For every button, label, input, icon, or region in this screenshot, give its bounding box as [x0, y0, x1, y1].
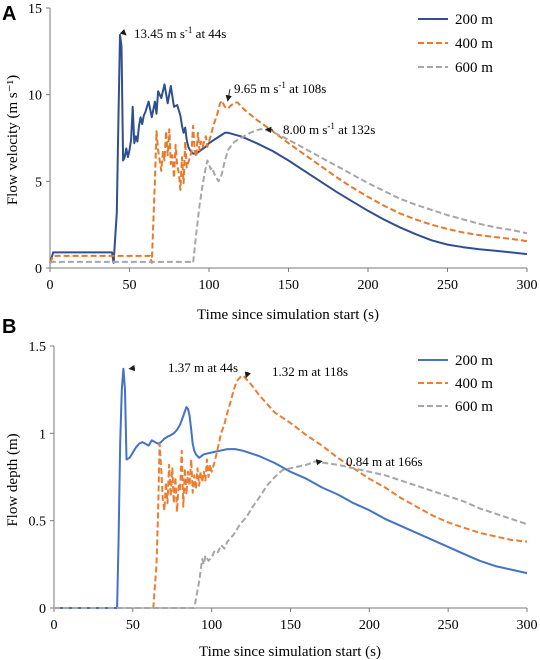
panel-b-x-tick-label: 200 [359, 618, 380, 633]
panel-b-annotation-arrow [244, 371, 251, 379]
panel-a-series-line-600m [49, 128, 528, 264]
panel-b-x-tick-label: 300 [517, 618, 538, 633]
panel-b-legend-label: 400 m [455, 376, 493, 392]
panel-b-x-tick-label: 250 [438, 618, 459, 633]
panel-a-annotation-arrow [225, 88, 232, 102]
panel-a-x-tick-label: 50 [123, 278, 137, 293]
panel-b-annotation-label: 1.32 m at 118s [272, 364, 348, 379]
panel-a-annotation-label: 8.00 m s-1 at 132s [283, 121, 375, 137]
panel-b-annotation-arrow [128, 364, 136, 372]
panel-a-annotation-arrow [264, 126, 274, 133]
panel-a-plot-area: 0 50 100 150 200 250 300 0 5 10 15 200 m 400 m 600 m 1… [28, 2, 538, 293]
panel-b-x-tick-label: 0 [51, 618, 58, 633]
panel-a-x-tick-label: 0 [47, 278, 54, 293]
panel-b-letter: B [2, 316, 16, 338]
panel-b-y-tick-label: 0 [39, 602, 46, 617]
panel-a-x-axis-label: Time since simulation start (s) [197, 307, 379, 323]
panel-b-series-line-600m [54, 460, 528, 609]
panel-b-depth-chart: B 0 50 100 150 200 250 300 0 0.5 1 1.5 200 m 400 m 60… [2, 316, 538, 660]
panel-a-y-tick-label: 10 [28, 89, 42, 104]
panel-b-y-axis-label: Flow depth (m) [5, 433, 21, 526]
panel-a-y-tick-label: 0 [35, 262, 42, 277]
panel-a-velocity-chart: A 0 50 100 150 200 250 300 0 5 10 15 200 m 400 m 600 … [2, 2, 538, 323]
panel-b-series-line-200m [54, 367, 528, 609]
panel-a-legend-label: 200 m [455, 12, 493, 28]
panel-b-legend-label: 600 m [455, 399, 493, 415]
panel-a-annotation-label: 9.65 m s-1 at 108s [234, 80, 326, 96]
panel-b-annotation-label: 0.84 m at 166s [346, 454, 423, 469]
panel-a-annotation-label: 13.45 m s-1 at 44s [134, 25, 226, 41]
panel-a-annotation-arrow [119, 28, 127, 36]
panel-b-x-axis-label: Time since simulation start (s) [199, 644, 381, 660]
panel-a-x-tick-label: 150 [278, 278, 299, 293]
panel-a-y-axis-label: Flow velocity (m s⁻¹) [5, 75, 21, 205]
panel-a-series-line-400m [49, 99, 528, 264]
panel-a-y-tick-label: 5 [35, 175, 42, 190]
panel-a-y-tick-label: 15 [28, 2, 42, 17]
panel-a-x-tick-label: 200 [358, 278, 379, 293]
panel-b-plot-area: 0 50 100 150 200 250 300 0 0.5 1 1.5 200 m 400 m 600 … [29, 340, 538, 633]
panel-a-x-tick-label: 300 [517, 278, 538, 293]
panel-a-letter: A [2, 3, 16, 25]
panel-b-x-tick-label: 100 [201, 618, 222, 633]
panel-a-x-tick-label: 250 [437, 278, 458, 293]
panel-b-y-tick-label: 1.5 [29, 340, 47, 355]
panel-b-y-tick-label: 1 [39, 427, 46, 442]
panel-b-x-tick-label: 50 [126, 618, 140, 633]
panel-b-x-tick-label: 150 [280, 618, 301, 633]
panel-a-legend-label: 600 m [455, 60, 493, 76]
panel-b-y-tick-label: 0.5 [29, 515, 47, 530]
panel-a-series-line-200m [49, 33, 528, 264]
panel-b-annotation-arrow [315, 459, 323, 466]
panel-b-legend-label: 200 m [455, 353, 493, 369]
panel-a-legend-label: 400 m [455, 36, 493, 52]
panel-a-x-tick-label: 100 [199, 278, 220, 293]
panel-b-annotation-label: 1.37 m at 44s [168, 360, 238, 375]
